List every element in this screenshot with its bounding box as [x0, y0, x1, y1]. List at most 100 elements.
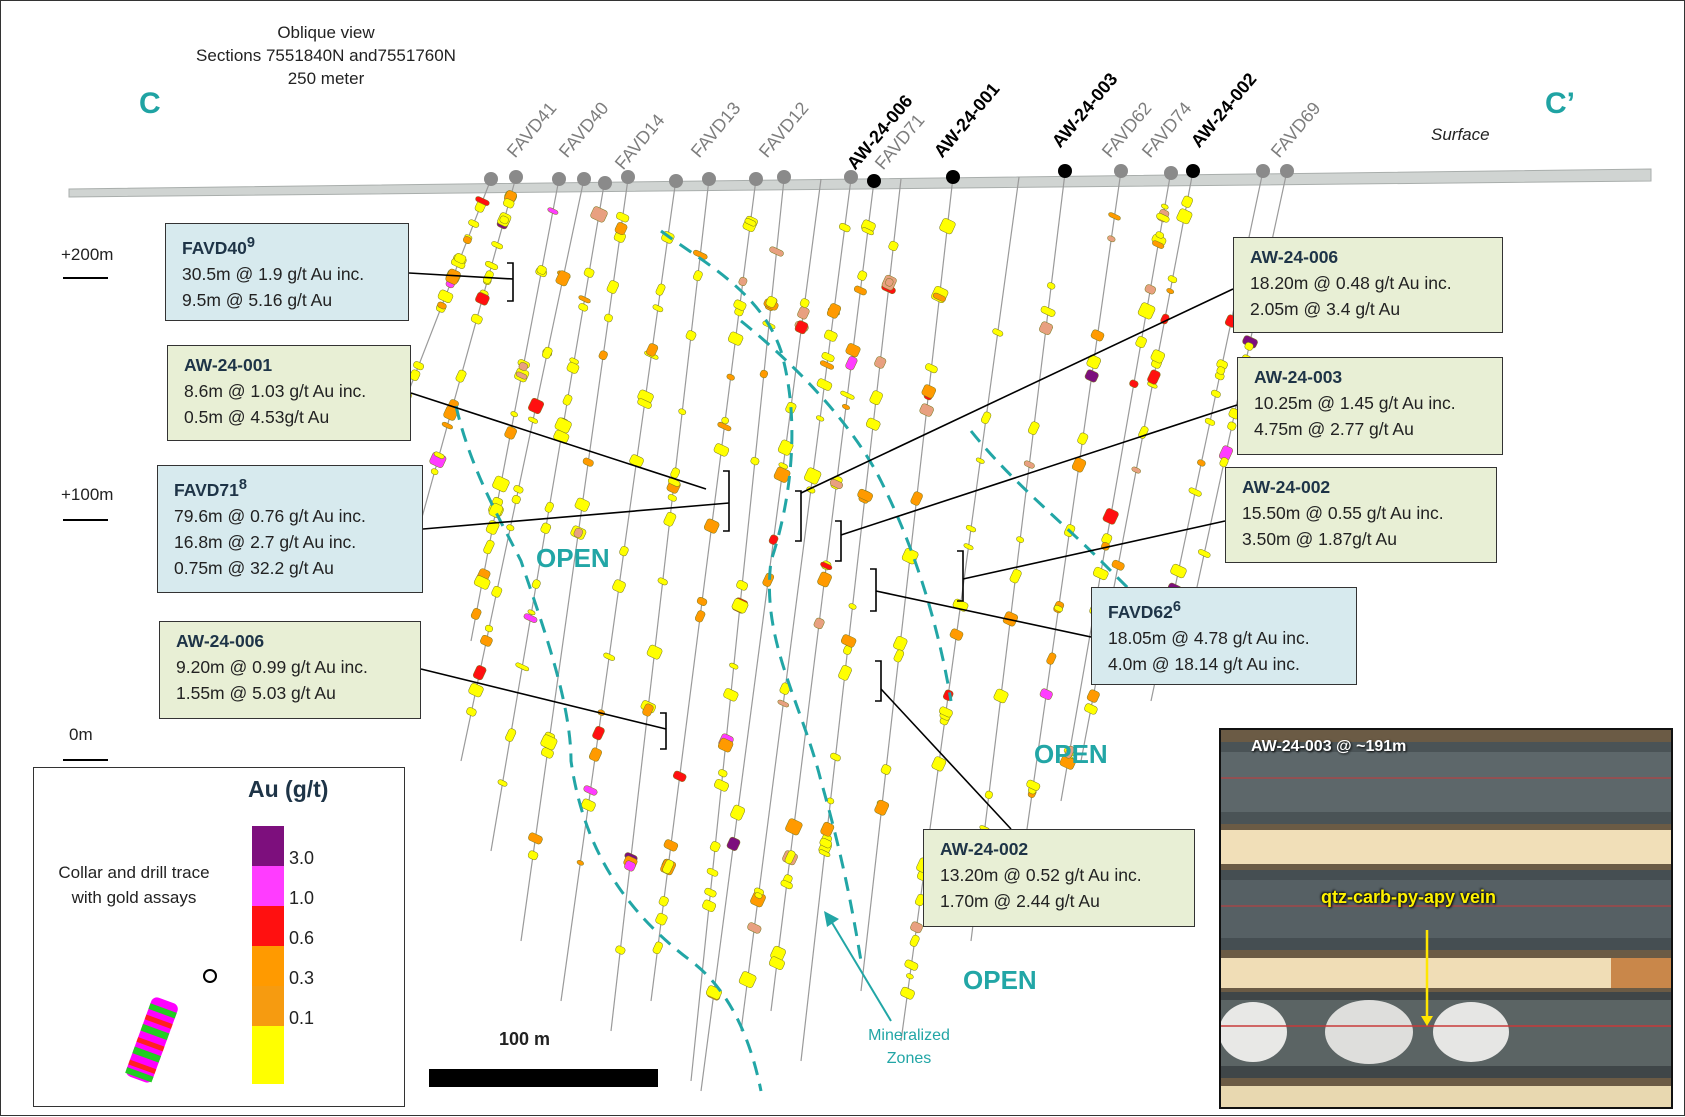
- assay-sample: [845, 356, 858, 371]
- intercept-title: AW-24-001: [184, 355, 273, 375]
- collar-gray: [669, 174, 683, 188]
- drill-trace: [690, 178, 785, 1082]
- intercept-line: 79.6m @ 0.76 g/t Au inc.: [174, 505, 366, 526]
- leader-line: [875, 590, 1092, 638]
- assay-sample: [784, 850, 796, 865]
- assay-sample: [515, 371, 528, 380]
- assay-sample: [1211, 389, 1221, 398]
- intercept-box: AW-24-003 10.25m @ 1.45 g/t Au inc. 4.75…: [1237, 357, 1503, 455]
- assay-sample: [1028, 421, 1040, 435]
- assay-sample: [857, 488, 873, 502]
- assay-sample: [685, 330, 697, 341]
- assay-sample: [528, 832, 543, 845]
- assay-sample: [759, 369, 768, 379]
- elevation-label: +200m: [61, 245, 114, 264]
- assay-sample: [485, 520, 500, 535]
- assay-sample: [1009, 569, 1022, 584]
- legend-value: 1.0: [289, 888, 315, 908]
- collar-gray: [484, 172, 498, 186]
- assay-sample: [657, 577, 668, 586]
- collar-gray: [777, 170, 791, 184]
- assay-sample: [1176, 208, 1193, 225]
- assay-sample: [616, 211, 630, 223]
- surface-band: [68, 168, 1652, 198]
- intercept-line: 30.5m @ 1.9 g/t Au inc.: [182, 263, 365, 284]
- assay-sample: [437, 301, 447, 310]
- assay-sample: [503, 198, 515, 209]
- assay-sample: [747, 922, 762, 934]
- assay-sample: [492, 475, 510, 493]
- assay-sample: [667, 494, 677, 502]
- assay-sample: [765, 296, 777, 308]
- legend-value: 0.6: [289, 928, 315, 948]
- elevation-tick: [63, 519, 108, 521]
- collar-black: [946, 170, 960, 184]
- elevation-label: +100m: [61, 485, 114, 504]
- assay-sample: [820, 821, 835, 837]
- intercept-line: 2.05m @ 3.4 g/t Au: [1250, 299, 1401, 319]
- collar-black: [1058, 164, 1072, 178]
- assay-sample: [491, 585, 503, 598]
- assay-sample: [931, 756, 947, 772]
- assay-sample: [932, 292, 946, 302]
- assay-sample: [637, 398, 652, 409]
- assay-sample: [893, 649, 905, 663]
- assay-sample: [717, 421, 732, 432]
- legend-caption-line-2: with gold assays: [71, 888, 197, 907]
- collar-gray: [1114, 164, 1128, 178]
- legend-value: 0.1: [289, 1008, 315, 1028]
- assay-sample: [768, 534, 779, 545]
- collar-gray: [1280, 164, 1294, 178]
- leader-line: [840, 404, 1238, 536]
- assay-sample: [762, 572, 775, 587]
- zone-boundary: [454, 405, 763, 1092]
- assay-sample: [729, 662, 739, 670]
- mineralized-line-1: Mineralized: [868, 1027, 950, 1044]
- assay-sample: [1111, 559, 1125, 571]
- leader-line: [420, 668, 667, 730]
- assay-sample: [540, 522, 552, 534]
- assay-sample: [652, 941, 663, 955]
- assay-sample: [1064, 745, 1075, 759]
- intercept-title: AW-24-002: [1242, 477, 1331, 497]
- assay-sample: [515, 662, 530, 672]
- assay-sample: [523, 613, 538, 623]
- assay-sample: [1156, 212, 1170, 223]
- assay-sample: [612, 579, 626, 593]
- assay-sample: [845, 343, 861, 358]
- assay-sample: [799, 298, 810, 308]
- assay-sample: [984, 790, 993, 799]
- assay-sample: [646, 644, 663, 660]
- intercept-line: 18.20m @ 0.48 g/t Au inc.: [1250, 273, 1452, 293]
- assay-sample: [1040, 305, 1056, 317]
- assay-sample: [893, 636, 908, 652]
- assay-sample: [1150, 349, 1166, 364]
- assay-sample: [714, 779, 729, 792]
- assay-sample: [904, 959, 919, 971]
- assay-sample: [480, 634, 493, 647]
- assay-sample: [1071, 457, 1087, 473]
- assay-sample: [736, 580, 749, 591]
- assay-sample: [738, 276, 748, 287]
- header-line-1: Oblique view: [277, 23, 375, 42]
- assay-sample: [794, 320, 809, 335]
- assay-sample: [717, 737, 734, 753]
- assay-sample: [963, 543, 974, 551]
- assay-sample: [1161, 203, 1169, 210]
- assay-sample: [583, 267, 595, 278]
- assay-sample: [1084, 703, 1098, 715]
- assay-sample: [497, 779, 508, 787]
- legend-swatch: [252, 906, 284, 946]
- open-label: OPEN: [963, 965, 1037, 995]
- assay-sample: [1107, 235, 1116, 243]
- assay-sample: [769, 246, 784, 257]
- assay-sample: [468, 683, 484, 698]
- intercept-box: FAVD626 18.05m @ 4.78 g/t Au inc. 4.0m @…: [1091, 587, 1357, 685]
- assay-sample: [544, 501, 554, 513]
- mineralized-zones-label: Mineralized Zones: [844, 1024, 974, 1070]
- assay-sample: [1086, 354, 1101, 370]
- assay-sample: [573, 527, 584, 538]
- assay-sample: [499, 215, 509, 225]
- intercept-box: AW-24-006 9.20m @ 0.99 g/t Au inc. 1.55m…: [159, 621, 421, 719]
